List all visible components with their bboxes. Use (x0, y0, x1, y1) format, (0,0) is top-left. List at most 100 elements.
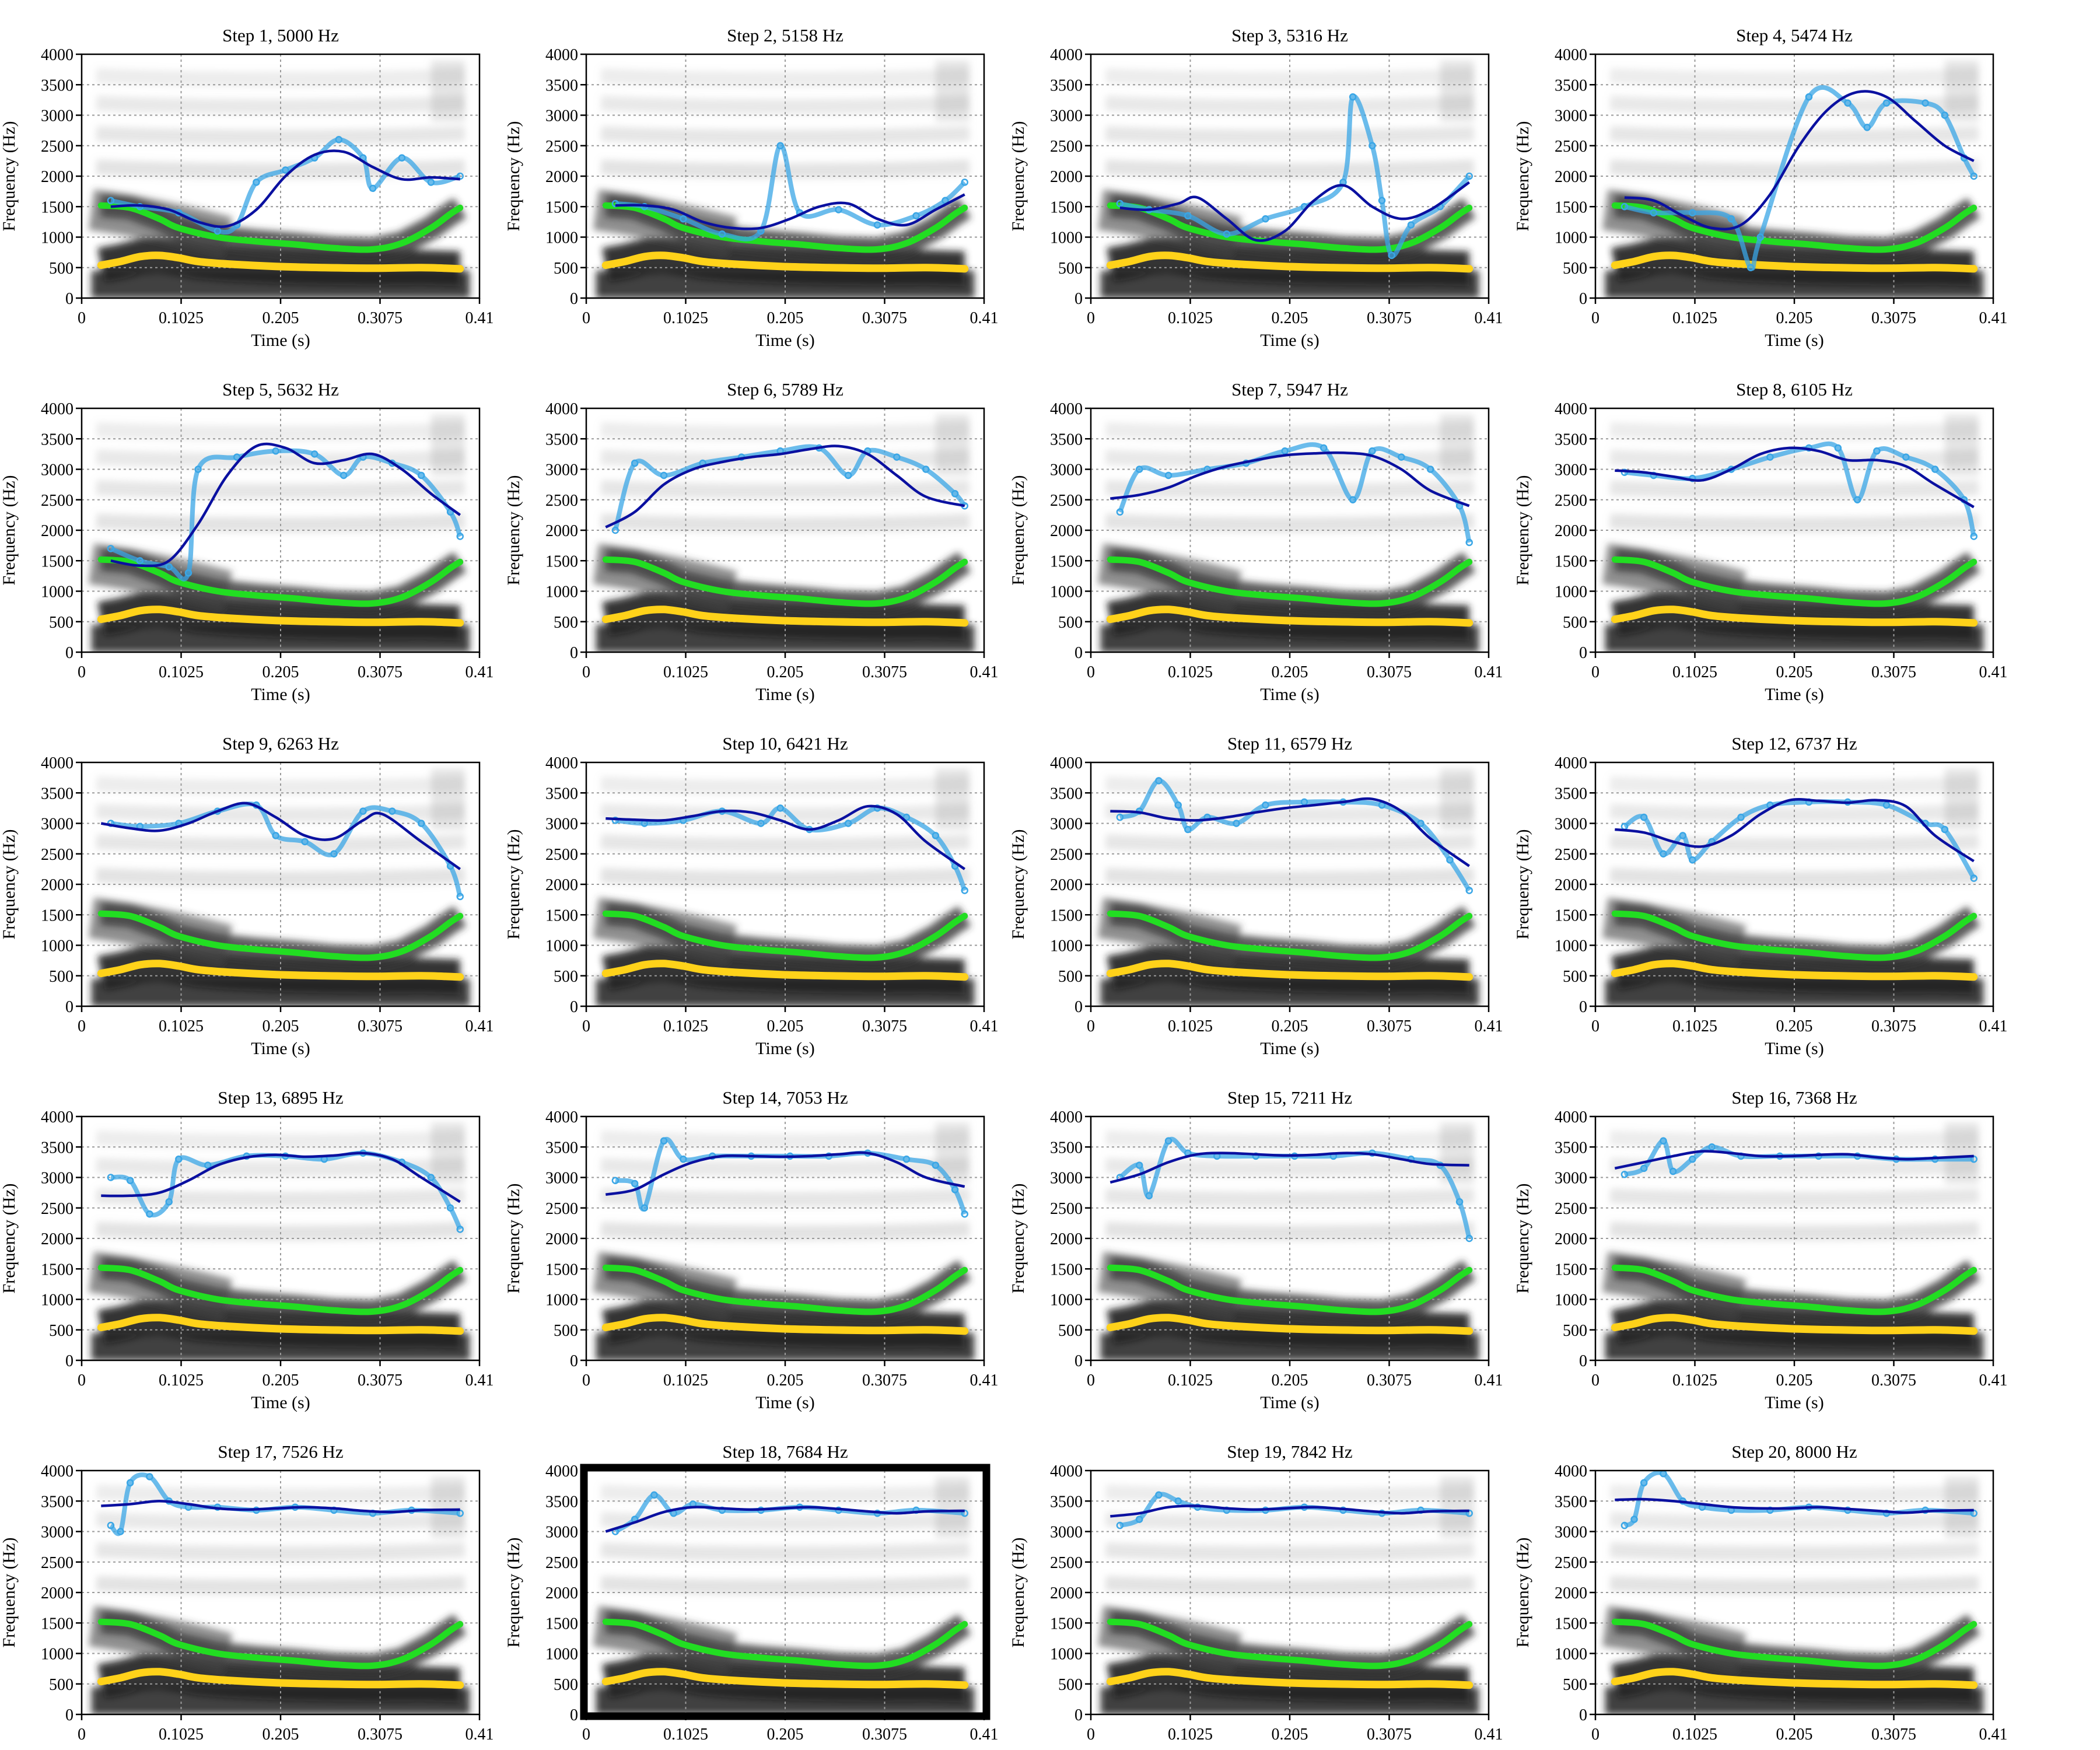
panel-title: Step 19, 7842 Hz (1227, 1441, 1352, 1462)
x-tick-label: 0.205 (262, 663, 299, 681)
y-tick-label: 1500 (545, 198, 578, 216)
y-tick-label: 2500 (1555, 1554, 1587, 1572)
y-tick-label: 1500 (41, 1615, 74, 1633)
x-tick-label: 0.205 (262, 1726, 299, 1744)
x-tick-label: 0.205 (262, 1017, 299, 1035)
f1-track (1106, 960, 1474, 981)
f2-track (1611, 1264, 1978, 1315)
y-axis-label: Frequency (Hz) (1009, 475, 1028, 585)
f3-point-trace (1623, 1471, 1974, 1528)
x-tick-label: 0.1025 (1672, 1017, 1717, 1035)
y-tick-label: 1500 (1555, 198, 1587, 216)
y-tick-label: 0 (65, 998, 74, 1016)
panel: 0 0.1025 0.205 0.3075 0.41 0 500 1000 1500 2000 25… (0, 379, 494, 704)
f2-track (97, 202, 464, 253)
panel: 0 0.1025 0.205 0.3075 0.41 0 500 1000 1500 2000 25… (1513, 25, 2008, 350)
y-tick-label: 0 (570, 290, 578, 308)
f2-track (1611, 910, 1978, 961)
y-tick-label: 3000 (41, 107, 74, 125)
x-axis-label: Time (s) (1260, 1747, 1319, 1750)
y-tick-label: 3500 (1050, 785, 1083, 803)
f1-track (601, 251, 969, 273)
f3-fit-line (1110, 1152, 1469, 1184)
y-tick-label: 0 (570, 644, 578, 662)
y-tick-label: 2000 (41, 168, 74, 186)
f3-fit-line (1615, 1497, 1974, 1514)
panel-title: Step 7, 5947 Hz (1231, 379, 1348, 400)
f3-fit-line (1119, 181, 1470, 242)
y-tick-label: 500 (1058, 1322, 1083, 1340)
x-tick-label: 0 (78, 1371, 86, 1390)
f3-point-trace (613, 444, 967, 531)
y-tick-label: 500 (1058, 968, 1083, 986)
y-tick-label: 2500 (41, 138, 74, 156)
y-tick-label: 2500 (1050, 1554, 1083, 1572)
x-tick-label: 0.3075 (1367, 1726, 1412, 1744)
f1-track (97, 1668, 464, 1689)
y-tick-label: 0 (65, 1706, 74, 1724)
f3-point-trace (110, 802, 463, 898)
y-tick-label: 2000 (545, 1584, 578, 1602)
f2-track (1611, 556, 1978, 607)
y-tick-label: 1000 (1050, 1646, 1083, 1664)
f2-track (1107, 1618, 1473, 1670)
y-tick-label: 2000 (545, 168, 578, 186)
y-tick-label: 500 (1058, 614, 1083, 632)
f3-fit-line (1110, 797, 1471, 867)
y-tick-label: 4000 (41, 400, 74, 418)
y-tick-label: 2500 (545, 138, 578, 156)
f1-track (1611, 960, 1978, 981)
x-tick-label: 0.205 (767, 1726, 804, 1744)
x-tick-label: 0.1025 (159, 663, 204, 681)
x-tick-label: 0.3075 (1871, 1726, 1916, 1744)
y-axis-label: Frequency (Hz) (0, 1183, 19, 1293)
f3-fit-line (110, 149, 460, 228)
y-tick-label: 500 (49, 260, 74, 278)
y-tick-label: 3000 (545, 1524, 578, 1542)
y-tick-label: 3500 (1050, 76, 1083, 94)
y-tick-label: 1500 (41, 1261, 74, 1279)
y-tick-label: 2000 (1050, 522, 1083, 540)
f3-fit-line (100, 802, 461, 870)
y-tick-label: 0 (1579, 644, 1587, 662)
y-tick-label: 4000 (545, 46, 578, 64)
y-tick-label: 500 (554, 1322, 578, 1340)
y-tick-label: 1000 (1050, 937, 1083, 956)
x-tick-label: 0.3075 (358, 663, 402, 681)
x-tick-label: 0.3075 (358, 1371, 402, 1390)
y-tick-label: 3500 (41, 1139, 74, 1157)
y-tick-label: 3000 (41, 1524, 74, 1542)
x-tick-label: 0.1025 (663, 663, 708, 681)
y-tick-label: 500 (554, 1676, 578, 1694)
f3-point-trace (110, 448, 463, 582)
y-tick-label: 1000 (545, 229, 578, 247)
x-tick-label: 0 (582, 1017, 590, 1035)
y-tick-label: 3000 (1050, 107, 1083, 125)
x-tick-label: 0.3075 (1367, 1371, 1412, 1390)
y-tick-label: 3500 (545, 1139, 578, 1157)
x-tick-label: 0 (1087, 1726, 1095, 1744)
y-tick-label: 3500 (1555, 1493, 1587, 1511)
y-tick-label: 1000 (41, 1292, 74, 1310)
x-tick-label: 0.1025 (159, 1017, 204, 1035)
y-tick-label: 2000 (1555, 1584, 1587, 1602)
y-tick-label: 2000 (545, 522, 578, 540)
f3-fit-line (1614, 1150, 1974, 1170)
x-tick-label: 0.3075 (1871, 1017, 1916, 1035)
x-tick-label: 0.3075 (1871, 309, 1916, 327)
y-tick-label: 3000 (41, 461, 74, 480)
panel: 0 0.1025 0.205 0.3075 0.41 0 500 1000 1500 2000 25… (1513, 733, 2008, 1058)
x-tick-label: 0.41 (1979, 1371, 2008, 1390)
y-axis-label: Frequency (Hz) (1513, 1537, 1532, 1647)
y-tick-label: 3000 (1050, 1524, 1083, 1542)
y-tick-label: 3000 (545, 461, 578, 480)
f3-fit-line (110, 442, 461, 568)
y-tick-label: 2500 (1555, 138, 1587, 156)
f3-fit-line (605, 444, 965, 528)
f3-point-trace (1624, 85, 1976, 271)
x-tick-label: 0.1025 (663, 1017, 708, 1035)
x-tick-label: 0.3075 (1871, 1371, 1916, 1390)
y-tick-label: 2000 (1050, 168, 1083, 186)
y-tick-label: 2500 (545, 492, 578, 510)
y-tick-label: 3000 (545, 1170, 578, 1188)
